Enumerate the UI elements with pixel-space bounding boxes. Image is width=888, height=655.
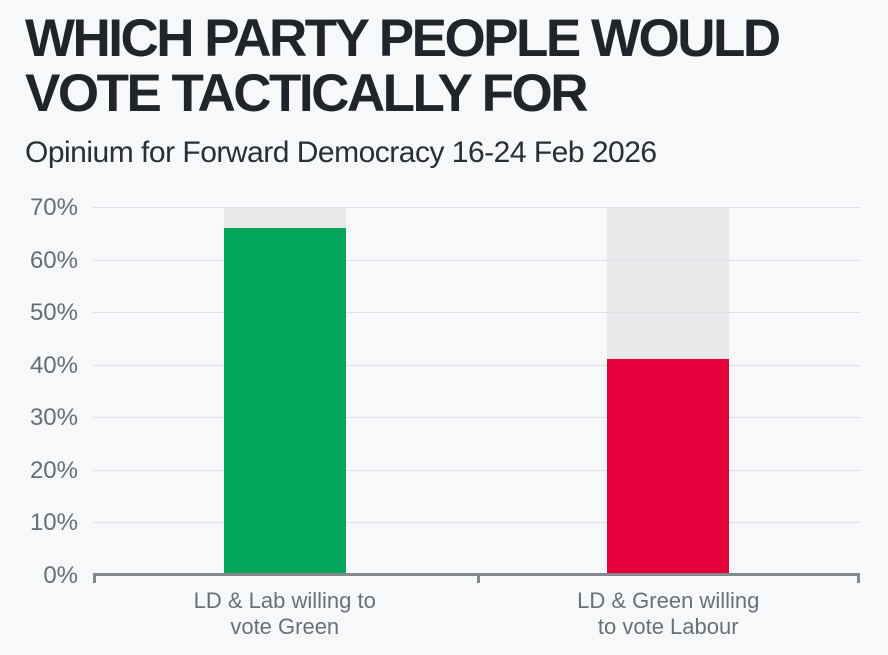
category-label: LD & Green willing to vote Labour: [577, 588, 760, 639]
gridline-40: [93, 364, 860, 366]
y-tick-label-10: 10%: [29, 509, 78, 537]
y-tick-label-60: 60%: [29, 246, 78, 274]
gridline-60: [93, 259, 860, 261]
plot-area: [93, 207, 860, 575]
x-axis-tick: [93, 573, 96, 583]
y-tick-label-30: 30%: [29, 404, 78, 432]
y-tick-label-40: 40%: [29, 351, 78, 379]
chart-subtitle: Opinium for Forward Democracy 16-24 Feb …: [25, 136, 657, 169]
chart-title: WHICH PARTY PEOPLE WOULD VOTE TACTICALLY…: [25, 9, 781, 123]
bar-labour-red: [607, 359, 730, 575]
x-axis-tick: [857, 573, 860, 583]
y-tick-label-0: 0%: [43, 562, 78, 589]
category-label: LD & Lab willing to vote Green: [193, 588, 376, 639]
bar-green: [223, 228, 346, 575]
gridline-20: [93, 469, 860, 471]
gridline-30: [93, 417, 860, 419]
gridline-70: [93, 207, 860, 208]
y-tick-label-50: 50%: [29, 299, 78, 327]
y-tick-label-70: 70%: [29, 194, 78, 221]
x-axis-tick: [476, 573, 480, 583]
y-tick-label-20: 20%: [29, 456, 78, 484]
gridline-50: [93, 312, 860, 314]
gridline-10: [93, 522, 860, 524]
